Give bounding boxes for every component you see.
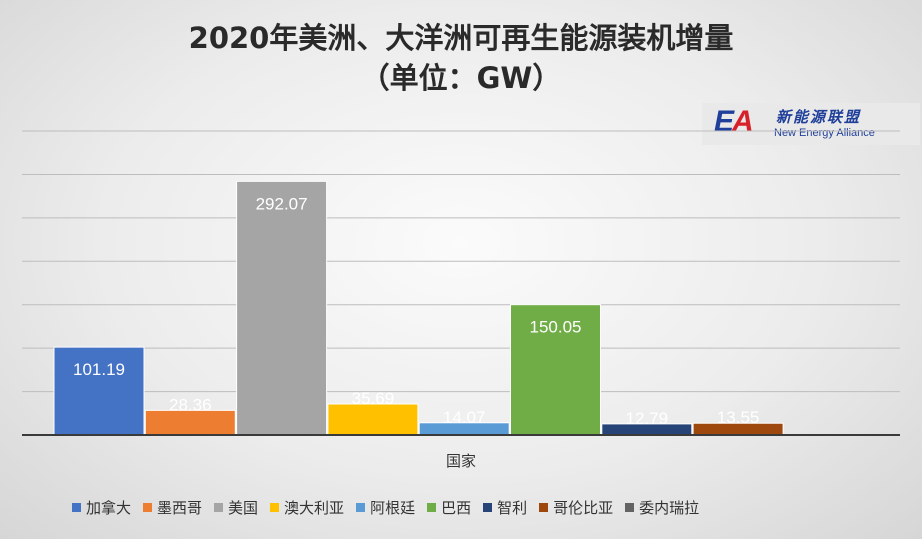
legend-item-3: 美国 bbox=[214, 497, 258, 518]
legend-item-1: 加拿大 bbox=[72, 497, 131, 518]
data-label-6: 150.05 bbox=[530, 318, 582, 337]
chart-title: 2020年美洲、大洋洲可再生能源装机增量 （单位：GW） bbox=[0, 18, 922, 98]
bar-6 bbox=[510, 304, 601, 436]
logo-mark-e: E bbox=[714, 105, 734, 138]
bar-3 bbox=[236, 180, 328, 436]
legend-label: 阿根廷 bbox=[370, 498, 416, 517]
legend-label: 澳大利亚 bbox=[284, 498, 345, 517]
legend-swatch bbox=[270, 502, 280, 512]
legend-item-2: 墨西哥 bbox=[143, 497, 202, 518]
legend-swatch bbox=[356, 502, 366, 512]
legend-label: 墨西哥 bbox=[157, 498, 203, 517]
legend-swatch bbox=[427, 502, 437, 512]
data-label-8: 13.55 bbox=[717, 408, 760, 427]
x-axis-label: 国家 bbox=[445, 452, 476, 470]
legend-label: 委内瑞拉 bbox=[639, 498, 700, 517]
chart-title-line2: （单位：GW） bbox=[360, 61, 562, 95]
data-label-7: 12.79 bbox=[626, 409, 669, 428]
logo-cn-text: 新能源联盟 bbox=[776, 108, 862, 126]
data-label-2: 28.36 bbox=[169, 395, 212, 414]
logo-en-text: New Energy Alliance bbox=[774, 127, 875, 139]
legend-label: 智利 bbox=[497, 498, 528, 517]
legend-label: 哥伦比亚 bbox=[553, 498, 614, 517]
new-energy-alliance-logo: EA 新能源联盟 New Energy Alliance bbox=[702, 103, 920, 145]
legend-swatch bbox=[625, 502, 635, 512]
bar-2 bbox=[144, 409, 236, 436]
data-label-1: 101.19 bbox=[73, 360, 125, 379]
chart-title-line1: 2020年美洲、大洋洲可再生能源装机增量 bbox=[188, 21, 734, 55]
logo-mark: EA bbox=[714, 105, 754, 139]
data-label-4: 35.69 bbox=[352, 389, 395, 408]
legend-label: 美国 bbox=[228, 498, 259, 517]
legend-label: 加拿大 bbox=[86, 498, 132, 517]
legend-item-5: 阿根廷 bbox=[356, 497, 415, 518]
data-label-5: 14.07 bbox=[443, 408, 486, 427]
legend-swatch bbox=[483, 502, 493, 512]
legend-item-4: 澳大利亚 bbox=[270, 497, 344, 518]
legend-swatch bbox=[214, 502, 224, 512]
data-label-3: 292.07 bbox=[256, 194, 308, 213]
legend-item-8: 哥伦比亚 bbox=[539, 497, 613, 518]
legend-item-7: 智利 bbox=[483, 497, 527, 518]
legend-swatch bbox=[72, 502, 81, 512]
legend-swatch bbox=[143, 502, 153, 512]
logo-mark-a: A bbox=[732, 105, 754, 138]
legend-label: 巴西 bbox=[441, 498, 472, 517]
bar-4 bbox=[327, 403, 419, 436]
legend-item-9: 委内瑞拉 bbox=[625, 497, 699, 518]
legend-swatch bbox=[539, 502, 549, 512]
chart-legend: 加拿大 墨西哥 美国 澳大利亚 阿根廷 巴西 智利 哥伦比亚 委内瑞拉 bbox=[72, 492, 699, 522]
bar-1 bbox=[53, 346, 145, 436]
legend-item-6: 巴西 bbox=[427, 497, 471, 518]
